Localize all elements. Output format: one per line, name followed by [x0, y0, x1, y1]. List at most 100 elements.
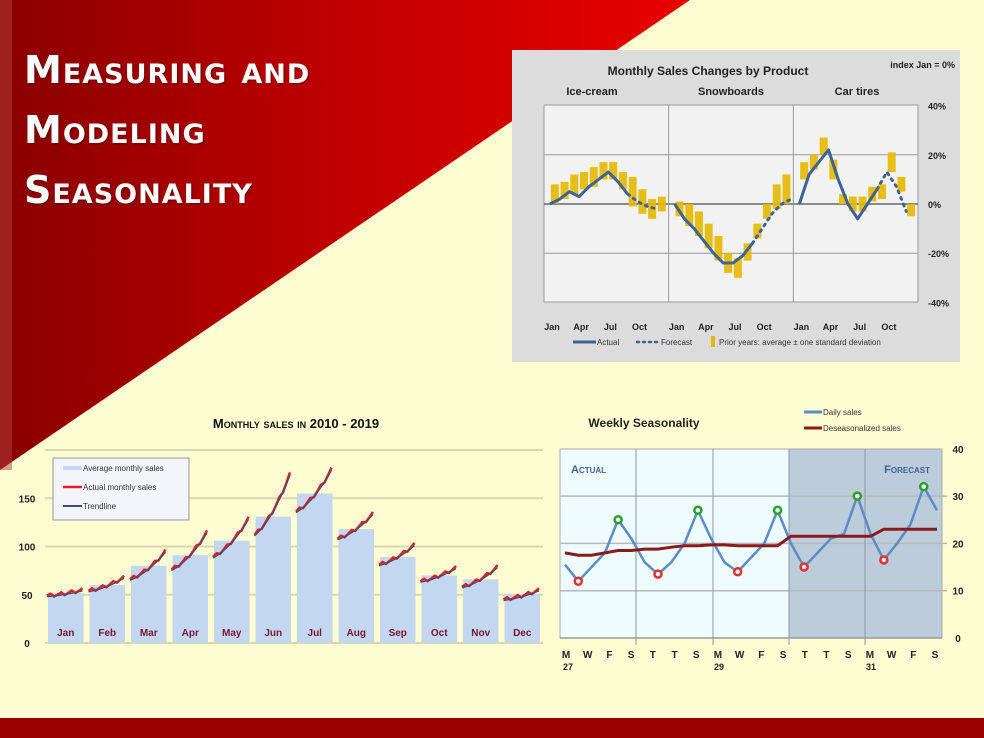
x-tick: Jan [544, 322, 560, 332]
x-tick: W [735, 650, 745, 661]
legend-label: Actual monthly sales [83, 483, 156, 492]
std-band [685, 204, 694, 227]
legend-actual-label: Actual [597, 338, 619, 347]
x-tick: Oct [632, 322, 647, 332]
y-tick: 30 [952, 492, 964, 503]
std-band [580, 172, 589, 190]
std-band [570, 174, 579, 195]
title-line-1: Measuring and [24, 48, 311, 92]
daily-sales-line [564, 485, 939, 583]
x-subtick: 29 [714, 662, 724, 672]
x-tick: Oct [881, 322, 896, 332]
trendline [337, 514, 374, 541]
x-tick: Jul [853, 322, 866, 332]
trough-marker [732, 567, 743, 577]
bar-nov [463, 579, 499, 643]
y-tick: 50 [21, 591, 33, 602]
footer-bar [0, 718, 984, 738]
trough-marker [879, 555, 889, 565]
std-band [733, 258, 742, 278]
chart1-annotation: index Jan = 0% [890, 60, 955, 70]
std-band [618, 172, 627, 190]
x-tick: Jan [669, 322, 685, 332]
title-line-2: Modeling [24, 108, 206, 152]
std-band [657, 196, 666, 212]
std-band [809, 154, 818, 170]
bar-jan [48, 592, 84, 643]
std-band [609, 162, 618, 180]
trendline [254, 474, 291, 537]
y-tick: 0% [928, 200, 941, 210]
bar-label: Nov [471, 628, 490, 639]
x-tick: S [845, 650, 852, 661]
deseasonalized-line [564, 527, 937, 557]
y-tick: 150 [19, 494, 36, 505]
chart3-legend: Daily sales Deseasonalized sales [804, 408, 901, 433]
x-tick: F [758, 650, 764, 661]
y-tick: 40 [952, 445, 964, 456]
bar-dec [504, 593, 540, 643]
trough-marker [573, 576, 584, 586]
chart3-plot-area: Actual Forecast [559, 448, 947, 645]
peak-marker [772, 505, 783, 516]
x-subtick: 31 [866, 662, 876, 672]
title-line-3: Seasonality [24, 168, 253, 212]
y-tick: 20% [928, 151, 946, 161]
std-band [638, 189, 647, 214]
forecast-line [875, 169, 908, 213]
x-tick: S [932, 650, 939, 661]
std-band [714, 235, 723, 261]
legend-forecast-label: Forecast [661, 338, 693, 347]
std-band [897, 176, 906, 192]
std-band [907, 204, 916, 217]
x-tick: F [606, 650, 612, 661]
actual-line [673, 203, 754, 265]
chart3-y-axis: 0 10 20 30 40 [952, 445, 964, 645]
forecast-line [626, 192, 659, 211]
bar-feb [89, 585, 125, 643]
chart3-lines [564, 481, 939, 586]
legend-label: Average monthly sales [83, 464, 164, 473]
chart2-bars: Jan Feb Mar Apr May Jun Jul Aug Sep Oct Nov Dec [48, 493, 540, 643]
legend-band-label: Prior years: average ± one standard devi… [719, 338, 881, 347]
trendline [503, 590, 540, 602]
x-tick: T [650, 650, 656, 661]
panel-label: Ice-cream [566, 86, 618, 98]
bar-label: Feb [98, 628, 116, 639]
x-tick: Jul [604, 322, 617, 332]
chart1-y-axis: 40% 20% 0% -20% -40% [928, 102, 949, 309]
bar-sep [380, 557, 416, 643]
std-band [800, 162, 809, 180]
bar-jul [297, 493, 333, 643]
x-tick: T [823, 650, 829, 661]
x-tick: M [714, 650, 722, 661]
chart1-title: Monthly Sales Changes by Product [608, 64, 809, 78]
trendline [378, 545, 415, 567]
bar-apr [172, 555, 208, 643]
legend-label: Trendline [83, 502, 117, 511]
x-subtick: 27 [563, 662, 573, 672]
chart3-title: Weekly Seasonality [588, 416, 699, 430]
actual-line [549, 170, 629, 206]
bar-label: Dec [513, 628, 532, 639]
chart3-x-axis: M W F S T T S M W F S T T S M W F S 27 29 31 [562, 650, 939, 672]
bar-label: Jun [264, 628, 282, 639]
chart1-legend: Actual Forecast Prior years: average ± one… [573, 336, 881, 347]
std-band [819, 137, 828, 155]
x-tick: T [802, 650, 808, 661]
std-band [704, 223, 713, 249]
forecast-label: Forecast [884, 464, 930, 476]
std-band [560, 181, 569, 200]
std-band [858, 196, 867, 212]
trendline [171, 532, 208, 572]
x-tick: S [693, 650, 700, 661]
std-band [848, 196, 857, 212]
forecast-line [750, 197, 793, 245]
y-tick: -40% [928, 298, 949, 308]
x-tick: Apr [573, 322, 589, 332]
std-band [599, 162, 608, 180]
y-tick: 40% [928, 102, 946, 112]
bar-label: Oct [431, 628, 448, 639]
bar-label: Mar [140, 628, 158, 639]
